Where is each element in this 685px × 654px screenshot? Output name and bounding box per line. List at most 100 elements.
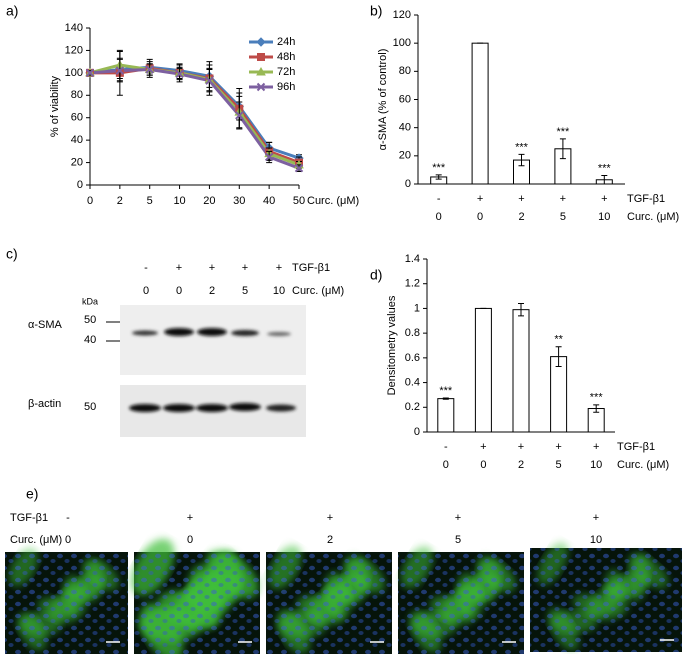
nuclei [5, 552, 128, 654]
lane-label: 0 [176, 285, 182, 297]
marker [264, 152, 274, 162]
error-bar [593, 404, 600, 413]
lane-label: + [242, 262, 248, 274]
tgf-label: + [518, 193, 524, 205]
significance: ** [554, 334, 563, 346]
y-axis-label: α-SMA (% of control) [377, 49, 389, 151]
row-label: Curc. (μM) [617, 459, 669, 471]
tgf-label: + [518, 441, 524, 453]
protein-label: β-actin [28, 398, 61, 410]
marker [145, 65, 154, 74]
marker [256, 37, 266, 47]
bar [437, 398, 455, 433]
x-tick-label: 0 [87, 195, 93, 207]
condition-label: 5 [455, 534, 461, 546]
panel-label: d) [370, 267, 382, 283]
panel-label: c) [6, 246, 18, 262]
tgf-label: + [477, 193, 483, 205]
nuclei [398, 552, 524, 654]
lane-label: - [144, 262, 148, 274]
y-tick-label: 0.2 [405, 401, 420, 413]
x-tick-label: 2 [518, 459, 524, 471]
lane-label: + [176, 262, 182, 274]
condition-label: 0 [65, 534, 71, 546]
error-bar [435, 174, 442, 180]
row-label: TGF-β1 [627, 193, 665, 205]
significance: *** [515, 141, 529, 153]
x-tick-label: 20 [203, 195, 215, 207]
y-tick-label: 0 [77, 179, 83, 191]
micrograph [530, 542, 682, 652]
lane-label: 10 [273, 285, 285, 297]
tgf-label: - [437, 193, 441, 205]
size-marker: 40 [84, 334, 96, 346]
y-tick-label: 100 [65, 67, 83, 79]
y-tick-label: 100 [393, 37, 411, 49]
marker [175, 69, 184, 79]
y-tick-label: 60 [71, 112, 83, 124]
row-label: Curc. (μM) [627, 211, 679, 223]
condition-label: + [327, 512, 333, 524]
tgf-label: + [560, 193, 566, 205]
error-bar [559, 138, 566, 160]
x-tick-label: 2 [117, 195, 123, 207]
condition-label: 0 [187, 534, 193, 546]
condition-label: + [455, 512, 461, 524]
nuclei [134, 552, 260, 654]
y-tick-label: 0.8 [405, 327, 420, 339]
y-tick-label: 0.4 [405, 376, 420, 388]
western-blot: TGF-β1 Curc. (μM) - + + + + 0 0 2 5 10 k… [28, 262, 344, 437]
micrograph [398, 546, 524, 654]
significance: *** [598, 162, 612, 174]
x-tick-label: 5 [560, 211, 566, 223]
legend-label: 48h [277, 51, 295, 63]
marker [205, 76, 214, 85]
condition-label: 10 [590, 534, 602, 546]
y-tick-label: 1.4 [405, 253, 420, 265]
error-bar [555, 346, 562, 368]
lane-label: 2 [209, 285, 215, 297]
x-tick-label: 5 [147, 195, 153, 207]
marker [257, 53, 265, 61]
marker [85, 68, 95, 78]
y-axis-label: % of viability [49, 75, 61, 137]
lane-label: + [276, 262, 282, 274]
bar [474, 307, 492, 433]
marker [294, 163, 304, 173]
row-label: Curc. (μM) [292, 285, 344, 297]
y-tick-label: 40 [71, 134, 83, 146]
lane-label: + [209, 262, 215, 274]
error-bar [442, 397, 449, 400]
legend-label: 72h [277, 66, 295, 78]
y-tick-label: 20 [71, 156, 83, 168]
marker [256, 66, 266, 76]
x-tick-label: 0 [443, 459, 449, 471]
x-tick-label: 40 [263, 195, 275, 207]
kda-label: kDa [82, 296, 98, 306]
significance: *** [590, 392, 604, 404]
tgf-label: + [593, 441, 599, 453]
y-tick-label: 80 [71, 89, 83, 101]
y-axis-label: Densitometry values [386, 295, 398, 395]
micrograph [266, 545, 392, 654]
panel-label: e) [26, 486, 38, 502]
x-tick-label: 2 [518, 211, 524, 223]
y-tick-label: 20 [399, 150, 411, 162]
bar [512, 309, 530, 433]
y-tick-label: 120 [65, 44, 83, 56]
bar [550, 356, 568, 433]
legend-label: 24h [277, 36, 295, 48]
bar [471, 42, 489, 185]
row-label: TGF-β1 [617, 441, 655, 453]
error-bar [518, 302, 524, 317]
nuclei [266, 552, 392, 654]
condition-label: - [66, 512, 70, 524]
x-tick-label: 10 [598, 211, 610, 223]
panel-label: a) [6, 3, 18, 19]
y-tick-label: 120 [393, 9, 411, 21]
y-tick-label: 80 [399, 65, 411, 77]
y-tick-label: 0.6 [405, 352, 420, 364]
significance: *** [432, 162, 446, 174]
x-tick-label: 30 [233, 195, 245, 207]
